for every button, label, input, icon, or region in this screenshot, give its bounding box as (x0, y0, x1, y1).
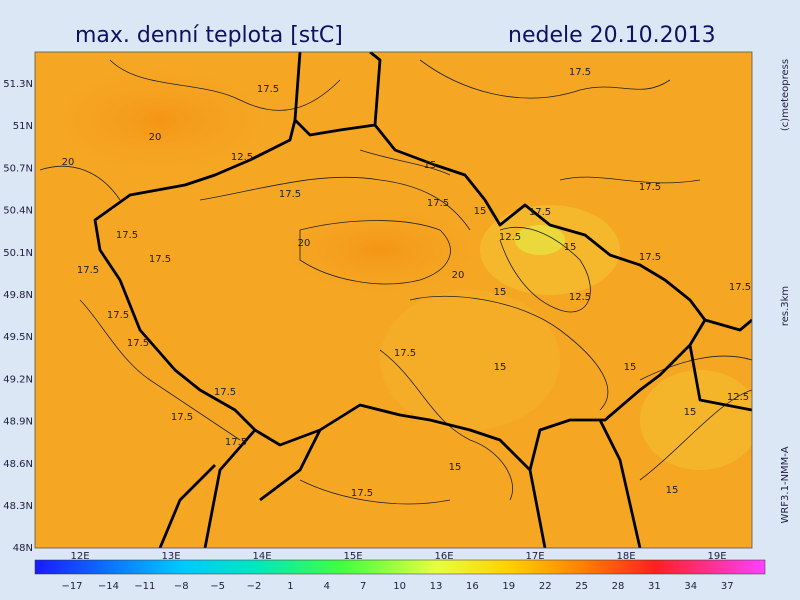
contour-label: 17.5 (116, 230, 138, 241)
colorbar-tick: 34 (684, 581, 697, 592)
colorbar-tick: 37 (721, 581, 734, 592)
colorbar-tick: 4 (324, 581, 330, 592)
contour-label: 17.5 (127, 338, 149, 349)
lat-label: 48.3N (3, 501, 33, 512)
contour-label: 15 (474, 206, 487, 217)
colorbar-tick: 10 (393, 581, 406, 592)
colorbar-tick: −11 (134, 581, 155, 592)
contour-label: 12.5 (727, 392, 749, 403)
contour-label: 17.5 (351, 488, 373, 499)
colorbar-tick: −2 (247, 581, 262, 592)
contour-label: 15 (449, 462, 462, 473)
contour-label: 15 (494, 362, 507, 373)
contour-label: 15 (624, 362, 637, 373)
lat-label: 48.9N (3, 417, 33, 428)
contour-label: 12.5 (499, 232, 521, 243)
contour-label: 20 (298, 238, 311, 249)
contour-label: 17.5 (394, 348, 416, 359)
lat-label: 48.6N (3, 459, 33, 470)
contour-label: 17.5 (225, 437, 247, 448)
lon-label: 15E (343, 551, 362, 562)
contour-label: 12.5 (231, 152, 253, 163)
contour-label: 17.5 (639, 252, 661, 263)
contour-label: 15 (494, 287, 507, 298)
lon-label: 14E (252, 551, 271, 562)
colorbar-tick: 13 (430, 581, 443, 592)
lat-label: 50.4N (3, 206, 33, 217)
contour-label: 17.5 (149, 254, 171, 265)
colorbar-tick: 7 (360, 581, 366, 592)
lat-label: 49.8N (3, 290, 33, 301)
map (35, 52, 752, 548)
side-label: WRF3.1-NMM-A (780, 446, 791, 523)
lat-label: 49.5N (3, 332, 33, 343)
colorbar-tick: −8 (174, 581, 189, 592)
lon-label: 16E (434, 551, 453, 562)
colorbar-tick: 25 (575, 581, 588, 592)
contour-label: 12.5 (569, 292, 591, 303)
title: max. denní teplota [stC] (75, 23, 343, 48)
side-label: (c)meteopress (780, 59, 791, 131)
contour-label: 15 (684, 407, 697, 418)
colorbar-tick: 19 (502, 581, 515, 592)
contour-label: 20 (452, 270, 465, 281)
contour-label: 15 (666, 485, 679, 496)
lat-label: 51.3N (3, 79, 33, 90)
contour-label: 15 (424, 160, 437, 171)
map-frame (34, 51, 753, 549)
contour-label: 20 (62, 157, 75, 168)
colorbar-tick: −17 (61, 581, 82, 592)
contour-label: 15 (564, 242, 577, 253)
colorbar-tick: −5 (210, 581, 225, 592)
colorbar-tick: 1 (287, 581, 293, 592)
colorbar-tick: 28 (612, 581, 625, 592)
lon-label: 13E (161, 551, 180, 562)
lon-label: 12E (70, 551, 89, 562)
lat-label: 50.7N (3, 163, 33, 174)
colorbar-tick: 22 (539, 581, 552, 592)
contour-label: 17.5 (639, 182, 661, 193)
contour-label: 17.5 (729, 282, 751, 293)
contour-label: 17.5 (529, 207, 551, 218)
contour-label: 17.5 (77, 265, 99, 276)
lon-label: 19E (707, 551, 726, 562)
contour-label: 17.5 (427, 198, 449, 209)
colorbar-tick: 31 (648, 581, 661, 592)
date: nedele 20.10.2013 (508, 23, 716, 48)
contour-label: 17.5 (257, 84, 279, 95)
colorbar-tick: −14 (98, 581, 119, 592)
lon-label: 18E (616, 551, 635, 562)
side-label: res.3km (780, 286, 791, 326)
contour-label: 17.5 (279, 189, 301, 200)
contour-label: 17.5 (107, 310, 129, 321)
lat-label: 51N (13, 121, 33, 132)
colorbar-tick: 16 (466, 581, 479, 592)
lat-label: 50.1N (3, 248, 33, 259)
lat-label: 48N (13, 543, 33, 554)
contour-label: 17.5 (171, 412, 193, 423)
lat-label: 49.2N (3, 374, 33, 385)
contour-label: 17.5 (214, 387, 236, 398)
contour-label: 20 (149, 132, 162, 143)
colorbar (34, 559, 766, 575)
contour-label: 17.5 (569, 67, 591, 78)
lon-label: 17E (525, 551, 544, 562)
